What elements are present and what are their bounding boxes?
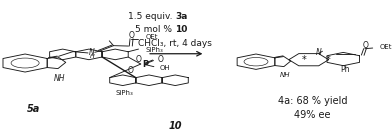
Text: NH: NH [279,72,290,78]
Text: N: N [316,48,321,57]
Text: *: * [302,55,307,65]
Text: O: O [363,41,368,50]
Text: OH: OH [160,65,170,71]
Text: O: O [136,55,142,64]
Text: H: H [90,54,95,59]
Text: 5 mol %: 5 mol % [135,25,175,34]
Text: 5a: 5a [27,104,40,114]
Text: OEt: OEt [379,44,392,50]
Text: NH: NH [53,74,65,83]
Text: O: O [128,31,134,40]
Text: OEt: OEt [145,34,158,40]
Text: N: N [88,49,94,57]
Text: 4a: 68 % yield
49% ee: 4a: 68 % yield 49% ee [278,96,347,120]
Text: Ph: Ph [340,65,350,74]
Text: SiPh₃: SiPh₃ [145,47,163,53]
Text: SiPh₃: SiPh₃ [116,90,133,96]
Text: 10: 10 [175,25,188,34]
Text: O: O [127,66,133,75]
Text: P: P [142,59,148,68]
Text: *: * [326,55,330,65]
Text: O: O [157,55,163,64]
Text: 1.5 equiv.: 1.5 equiv. [128,12,175,21]
Text: CHCl₃, rt, 4 days: CHCl₃, rt, 4 days [138,39,212,48]
Text: 3a: 3a [175,12,188,21]
Text: 10: 10 [169,121,182,131]
